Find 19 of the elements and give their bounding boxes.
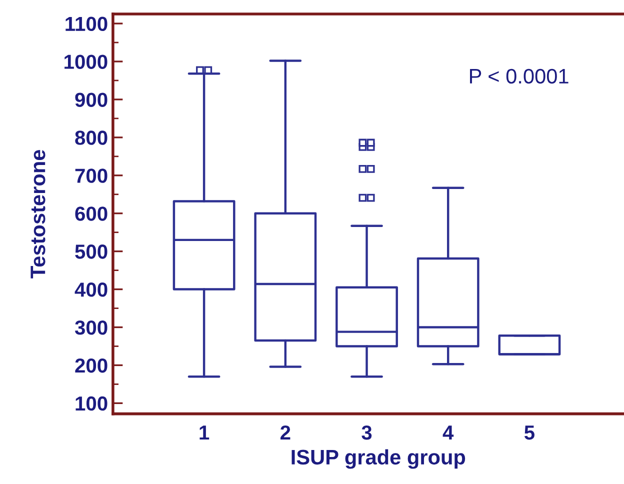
annotation: P < 0.0001 [470, 68, 568, 84]
y-tick-label: 1000 [64, 54, 108, 69]
y-tick-label: 900 [75, 92, 108, 107]
y-tick-label: 700 [75, 168, 108, 183]
x-tick-label: 2 [280, 425, 290, 440]
y-tick-label: 300 [74, 320, 108, 335]
y-tick-label: 200 [75, 358, 108, 373]
y-tick-label: 500 [75, 244, 108, 259]
y-tick-label: 1100 [66, 16, 108, 32]
x-tick-label: 5 [524, 426, 534, 440]
y-tick-label: 100 [76, 396, 108, 411]
x-tick-label: 1 [200, 426, 210, 440]
x-tick-label: 4 [442, 426, 454, 440]
y-tick-label: 800 [75, 130, 108, 145]
y-axis-title: Testosterone [30, 150, 46, 278]
x-axis-title: ISUP grade group [292, 449, 466, 469]
y-tick-label: 600 [75, 206, 108, 221]
y-tick-label: 400 [74, 282, 108, 297]
x-tick-label: 3 [362, 425, 372, 440]
